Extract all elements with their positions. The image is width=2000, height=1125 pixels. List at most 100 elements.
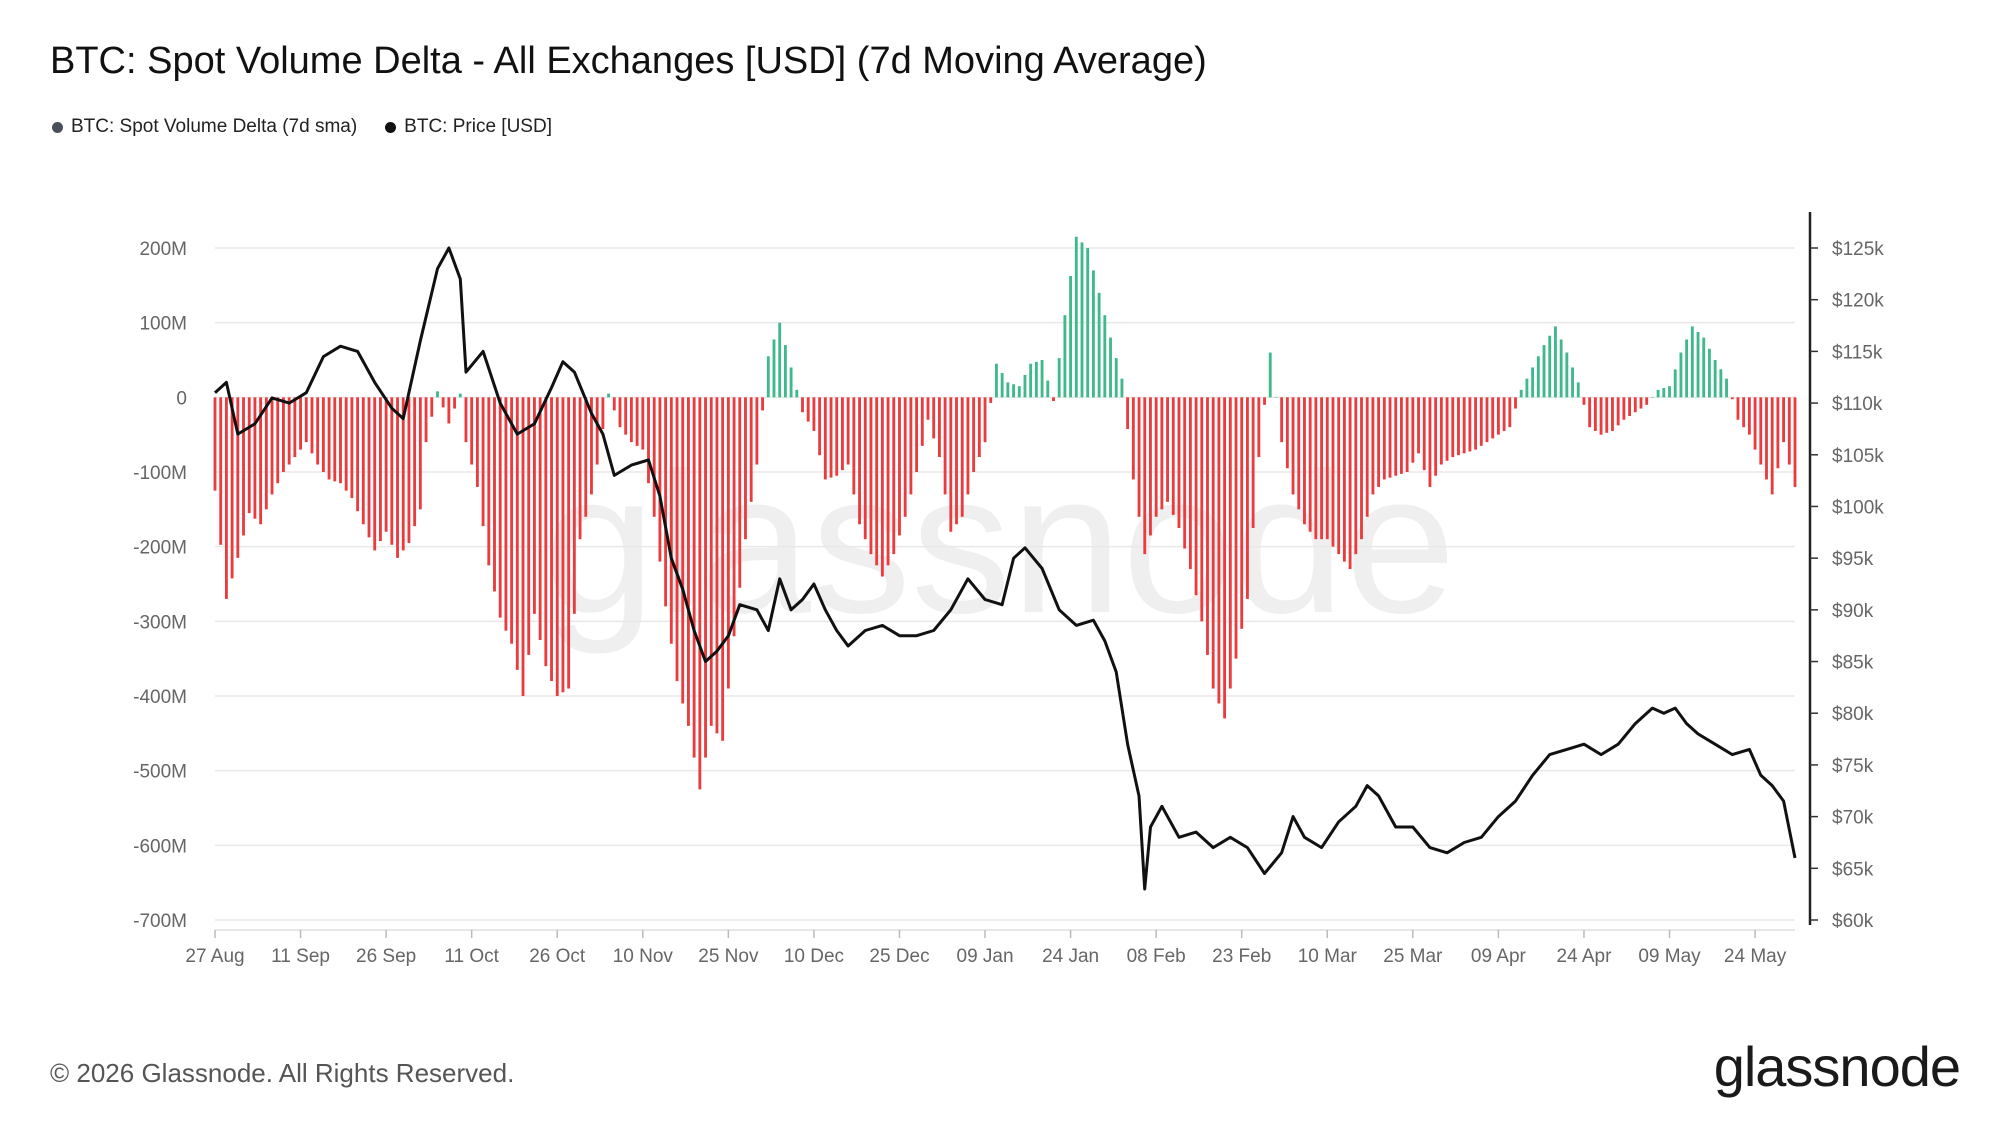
volume-delta-bar bbox=[1645, 397, 1649, 405]
volume-delta-bar bbox=[1000, 373, 1004, 398]
x-tick-label: 27 Aug bbox=[185, 946, 244, 967]
volume-delta-bar bbox=[224, 397, 228, 599]
volume-delta-bar bbox=[532, 397, 536, 614]
volume-delta-bar bbox=[886, 397, 890, 566]
volume-delta-bar bbox=[1439, 397, 1443, 465]
volume-delta-bar bbox=[418, 397, 422, 510]
volume-delta-bar bbox=[1291, 397, 1295, 495]
volume-delta-bar bbox=[242, 397, 245, 536]
volume-delta-bar bbox=[390, 397, 394, 545]
left-tick-label: -300M bbox=[133, 612, 187, 633]
volume-delta-bar bbox=[709, 397, 713, 726]
legend-item-price[interactable]: BTC: Price [USD] bbox=[385, 116, 552, 138]
volume-delta-bar bbox=[1633, 397, 1637, 413]
volume-delta-bar bbox=[1622, 397, 1626, 420]
volume-delta-bar bbox=[755, 397, 759, 465]
volume-delta-bar bbox=[430, 397, 434, 417]
volume-delta-bar bbox=[1166, 397, 1169, 502]
volume-delta-bar bbox=[384, 397, 388, 532]
legend-dot-volume-delta bbox=[52, 121, 63, 133]
volume-delta-bar bbox=[937, 397, 941, 458]
volume-delta-bar bbox=[846, 397, 850, 465]
volume-delta-bar bbox=[236, 397, 240, 558]
volume-delta-bar bbox=[287, 397, 291, 465]
volume-delta-bar bbox=[590, 397, 593, 495]
volume-delta-bar bbox=[1457, 397, 1460, 456]
volume-delta-bar bbox=[1137, 397, 1141, 517]
volume-delta-bar bbox=[453, 397, 456, 409]
volume-delta-bar bbox=[1086, 248, 1090, 398]
volume-delta-bar bbox=[1571, 367, 1574, 398]
volume-delta-bar bbox=[1360, 397, 1363, 540]
chart-title: BTC: Spot Volume Delta - All Exchanges [… bbox=[50, 40, 1207, 82]
x-tick-label: 24 Apr bbox=[1556, 946, 1612, 967]
volume-delta-bar bbox=[652, 397, 656, 517]
volume-delta-bar bbox=[436, 391, 439, 398]
volume-delta-bar bbox=[641, 397, 645, 450]
right-tick-label: $65k bbox=[1832, 859, 1874, 880]
volume-delta-bar bbox=[669, 397, 673, 644]
volume-delta-bar bbox=[1012, 384, 1015, 398]
volume-delta-bar bbox=[1337, 397, 1341, 555]
volume-delta-bar bbox=[1206, 397, 1209, 655]
x-tick-label: 11 Oct bbox=[444, 946, 499, 967]
volume-delta-bar bbox=[989, 397, 993, 403]
volume-delta-bar bbox=[715, 397, 719, 734]
volume-delta-bar bbox=[1274, 397, 1278, 398]
volume-delta-bar bbox=[1057, 358, 1061, 398]
volume-delta-bar bbox=[903, 397, 907, 517]
volume-delta-bar bbox=[276, 397, 280, 484]
volume-delta-bar bbox=[1605, 397, 1609, 433]
volume-delta-bar bbox=[1023, 374, 1027, 398]
volume-delta-bar bbox=[1109, 337, 1112, 398]
volume-delta-bar bbox=[481, 397, 485, 527]
volume-delta-bar bbox=[1365, 397, 1369, 517]
volume-delta-bar bbox=[806, 397, 810, 422]
volume-delta-bar bbox=[1673, 369, 1677, 398]
volume-delta-bar bbox=[1103, 315, 1107, 398]
volume-delta-bar bbox=[1234, 397, 1238, 659]
volume-delta-bar bbox=[898, 397, 901, 536]
volume-delta-bar bbox=[333, 397, 337, 482]
volume-delta-bar bbox=[316, 397, 320, 465]
volume-delta-bar bbox=[1753, 397, 1757, 450]
volume-delta-bar bbox=[983, 397, 987, 443]
volume-delta-bar bbox=[1713, 360, 1717, 398]
volume-delta-bar bbox=[778, 322, 782, 398]
volume-delta-bar bbox=[1417, 397, 1420, 454]
volume-delta-bar bbox=[972, 397, 976, 472]
volume-delta-bar bbox=[1576, 382, 1580, 398]
volume-delta-bar bbox=[282, 397, 285, 472]
right-tick-label: $90k bbox=[1832, 601, 1874, 622]
volume-delta-bar bbox=[447, 397, 451, 424]
volume-delta-bar bbox=[1639, 397, 1643, 409]
volume-delta-bar bbox=[629, 397, 633, 443]
legend-item-volume-delta[interactable]: BTC: Spot Volume Delta (7d sma) bbox=[52, 116, 357, 138]
volume-delta-bar bbox=[504, 397, 508, 631]
volume-delta-bar bbox=[801, 397, 804, 413]
volume-delta-bar bbox=[310, 397, 314, 454]
volume-delta-bar bbox=[1126, 397, 1130, 430]
volume-delta-bar bbox=[299, 397, 302, 450]
volume-delta-bar bbox=[378, 397, 382, 542]
volume-delta-bar bbox=[1342, 397, 1346, 562]
volume-delta-bar bbox=[738, 397, 742, 588]
volume-delta-bar bbox=[1308, 397, 1312, 532]
volume-delta-bar bbox=[1091, 270, 1095, 398]
left-tick-label: -700M bbox=[133, 911, 187, 932]
volume-delta-bar bbox=[1046, 380, 1050, 398]
volume-delta-bar bbox=[470, 397, 474, 465]
legend: BTC: Spot Volume Delta (7d sma) BTC: Pri… bbox=[52, 116, 552, 138]
volume-delta-bar bbox=[1303, 397, 1306, 525]
price-line bbox=[213, 246, 1797, 891]
right-tick-label: $70k bbox=[1832, 808, 1874, 829]
volume-delta-bar bbox=[373, 397, 377, 551]
volume-delta-bar bbox=[350, 397, 354, 499]
x-tick-label: 08 Feb bbox=[1127, 946, 1186, 967]
volume-delta-bar bbox=[367, 397, 371, 538]
volume-delta-bar bbox=[1599, 397, 1603, 435]
volume-delta-bar bbox=[1559, 339, 1563, 398]
x-tick-label: 25 Mar bbox=[1383, 946, 1443, 967]
volume-delta-bar bbox=[818, 397, 822, 456]
